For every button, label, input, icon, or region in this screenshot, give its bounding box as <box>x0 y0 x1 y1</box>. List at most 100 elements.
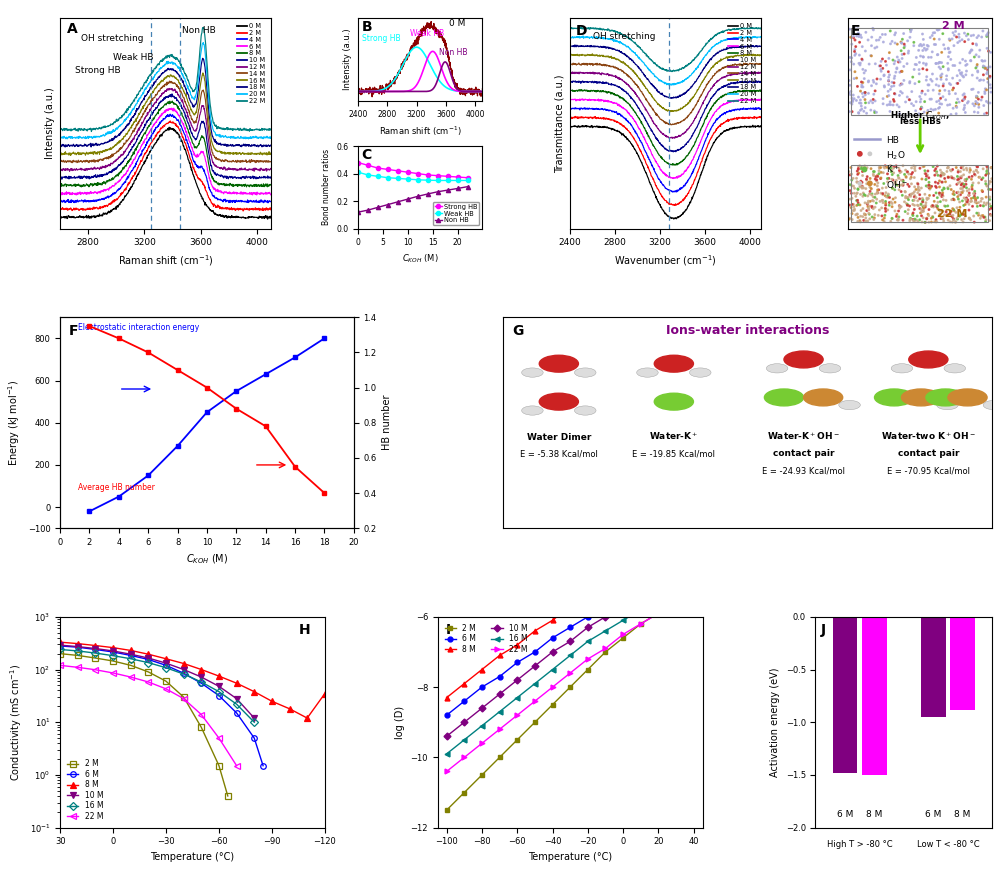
Point <box>931 106 947 120</box>
Point <box>918 57 934 71</box>
Point <box>926 194 942 208</box>
Circle shape <box>522 406 543 415</box>
Text: Average HB number: Average HB number <box>78 483 154 492</box>
Point <box>915 50 931 64</box>
8 M <box>107 643 119 653</box>
Point <box>977 210 993 224</box>
Point <box>959 181 975 195</box>
Point <box>979 179 995 193</box>
Point <box>847 203 863 217</box>
Point <box>966 105 982 119</box>
Point <box>842 177 858 191</box>
Point <box>909 58 925 72</box>
6 M <box>441 710 453 721</box>
Point <box>928 162 944 176</box>
Point <box>972 198 988 213</box>
Point <box>850 21 866 36</box>
Point <box>882 196 898 210</box>
Point <box>911 107 927 121</box>
Point <box>920 103 936 117</box>
16 M <box>670 587 682 597</box>
8 M <box>511 640 523 651</box>
Point <box>915 194 931 208</box>
Circle shape <box>944 364 966 373</box>
Point <box>916 198 932 213</box>
Point <box>973 194 989 208</box>
16 M <box>617 615 629 626</box>
8 M <box>72 638 84 649</box>
Point <box>915 199 931 214</box>
Point <box>901 93 917 107</box>
Point <box>849 187 865 201</box>
8 M <box>529 626 541 636</box>
Point <box>877 161 893 175</box>
Point <box>906 62 922 77</box>
Point <box>957 105 973 119</box>
Point <box>884 167 900 182</box>
2 M <box>177 692 189 702</box>
Text: contact pair: contact pair <box>898 449 959 458</box>
Point <box>962 44 978 59</box>
Point <box>878 197 894 211</box>
Point <box>929 165 945 179</box>
Point <box>980 75 996 89</box>
Point <box>940 170 956 184</box>
Point <box>925 198 941 213</box>
Point <box>881 171 897 185</box>
Point <box>944 192 960 206</box>
6 M <box>458 696 470 707</box>
Point <box>982 60 998 74</box>
Point <box>889 174 905 188</box>
Point <box>971 196 987 210</box>
2 M <box>160 676 172 686</box>
Point <box>887 86 903 101</box>
Point <box>958 174 974 188</box>
Point <box>925 67 941 81</box>
2 M <box>546 700 558 710</box>
Point <box>903 25 919 39</box>
Strong HB <box>362 160 374 171</box>
Point <box>847 43 863 57</box>
Point <box>918 166 934 181</box>
10 M <box>634 590 646 601</box>
Point <box>899 90 915 104</box>
Point <box>933 169 949 183</box>
Point <box>930 47 946 61</box>
Point <box>946 172 962 186</box>
Point <box>844 54 860 69</box>
8 M <box>599 579 611 590</box>
Point <box>842 211 858 225</box>
Point <box>975 162 991 176</box>
Point <box>910 176 926 190</box>
Point <box>969 30 985 44</box>
Point <box>877 158 893 173</box>
Strong HB <box>402 166 414 177</box>
Point <box>893 184 909 198</box>
Point <box>883 158 899 173</box>
22 M <box>177 693 189 704</box>
Point <box>963 43 979 57</box>
Point <box>953 165 969 179</box>
Point <box>907 202 923 216</box>
Point <box>979 67 995 81</box>
Point <box>910 214 926 229</box>
Point <box>908 103 924 117</box>
Point <box>925 83 941 97</box>
Point <box>958 58 974 72</box>
Point <box>983 201 999 215</box>
Point <box>856 214 872 228</box>
Point <box>911 198 927 213</box>
Point <box>896 177 912 191</box>
Point <box>884 163 900 177</box>
Point <box>932 55 948 69</box>
Point <box>857 158 873 173</box>
Point <box>930 202 946 216</box>
Point <box>959 96 975 110</box>
Point <box>915 204 931 218</box>
Point <box>931 55 947 69</box>
2 M <box>441 805 453 815</box>
Non HB <box>362 205 374 215</box>
Point <box>867 211 883 225</box>
Point <box>907 57 923 71</box>
Point <box>940 41 956 55</box>
